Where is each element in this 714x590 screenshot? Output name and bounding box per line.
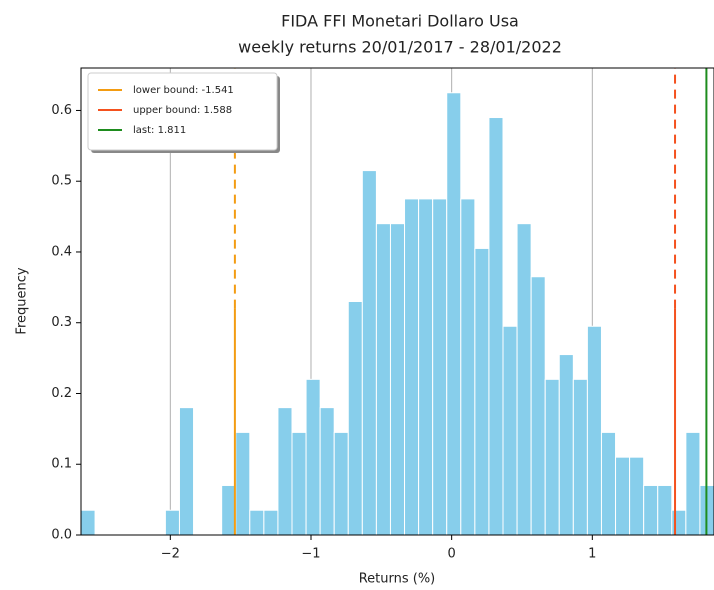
legend-label: upper bound: 1.588: [133, 105, 232, 116]
bar: [629, 456, 645, 535]
bar: [277, 407, 293, 535]
bar: [657, 484, 673, 535]
bar: [347, 301, 363, 535]
x-tick-label: 0: [448, 547, 456, 562]
legend-box: [87, 72, 278, 151]
bar: [474, 247, 490, 535]
bar: [319, 407, 335, 535]
bar: [235, 431, 251, 535]
bar: [446, 92, 462, 535]
x-tick-label: −1: [301, 547, 320, 562]
bar: [544, 378, 560, 535]
bar: [671, 509, 687, 535]
chart-title: FIDA FFI Monetari Dollaro Usa: [281, 12, 519, 31]
y-tick-label: 0.3: [51, 315, 72, 330]
y-axis-label: Frequency: [15, 267, 30, 334]
y-tick-label: 0.4: [51, 244, 72, 259]
bar: [600, 431, 617, 535]
bar: [389, 223, 406, 535]
legend-label: lower bound: -1.541: [133, 85, 234, 96]
y-tick-label: 0.0: [51, 528, 72, 543]
bar: [432, 198, 448, 535]
axes: −2 −1 0 1 0.0 0.1 0.2 0.3 0.4 0.5 0.6: [51, 67, 714, 562]
y-tick-label: 0.5: [51, 174, 72, 189]
bar: [502, 325, 518, 535]
bar: [164, 509, 180, 535]
bar: [530, 276, 546, 535]
bar: [460, 198, 476, 535]
bar: [291, 431, 307, 535]
bar: [333, 431, 349, 535]
y-tick-label: 0.1: [51, 457, 72, 472]
bar: [263, 509, 279, 535]
bar: [361, 170, 377, 535]
bar: [404, 198, 420, 535]
bar: [418, 198, 434, 535]
legend-label: last: 1.811: [133, 125, 186, 136]
bar: [615, 456, 631, 535]
bar: [249, 509, 265, 535]
bars: [81, 92, 714, 535]
bar: [516, 223, 532, 535]
y-tick-label: 0.2: [51, 386, 72, 401]
bar: [178, 407, 195, 535]
bar: [81, 509, 96, 535]
bar: [488, 117, 504, 535]
bar: [643, 484, 659, 535]
x-axis-label: Returns (%): [359, 572, 436, 587]
bar: [685, 431, 701, 535]
bar: [558, 354, 574, 535]
bar: [221, 484, 237, 535]
bar: [375, 223, 391, 535]
x-tick-label: 1: [588, 547, 596, 562]
bar: [586, 325, 602, 535]
chart-subtitle: weekly returns 20/01/2017 - 28/01/2022: [238, 38, 562, 57]
legend: lower bound: -1.541 upper bound: 1.588 las…: [87, 72, 280, 153]
bar: [572, 378, 588, 535]
bar: [305, 378, 321, 535]
plot-frame: [80, 67, 714, 536]
y-tick-label: 0.6: [51, 103, 72, 118]
x-tick-label: −2: [161, 547, 180, 562]
